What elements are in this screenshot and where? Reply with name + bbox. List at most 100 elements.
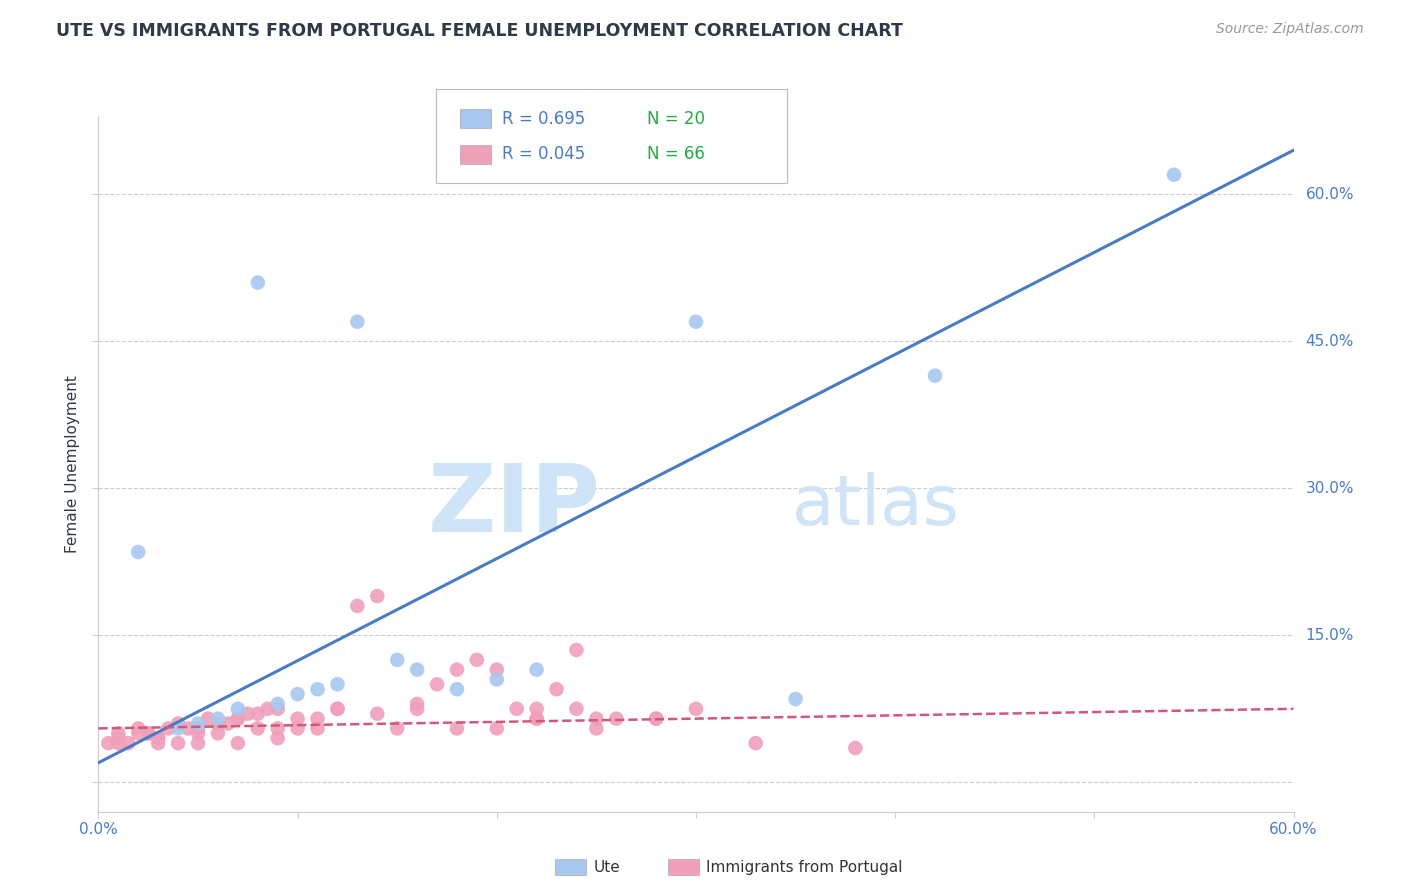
Point — [326, 702, 349, 716]
Point — [924, 368, 946, 383]
Point — [1163, 168, 1185, 182]
Point — [446, 682, 468, 697]
Text: 30.0%: 30.0% — [1305, 481, 1354, 496]
Point — [136, 726, 159, 740]
Point — [187, 736, 209, 750]
Point — [246, 276, 269, 290]
Point — [307, 722, 329, 736]
Point — [207, 716, 229, 731]
Point — [187, 716, 209, 731]
Point — [844, 741, 866, 756]
Point — [326, 677, 349, 691]
Point — [127, 726, 149, 740]
Point — [226, 712, 249, 726]
Point — [148, 736, 170, 750]
Point — [127, 722, 149, 736]
Point — [177, 722, 200, 736]
Point — [406, 697, 429, 711]
Point — [107, 736, 129, 750]
Text: 15.0%: 15.0% — [1305, 628, 1354, 643]
Text: R = 0.695: R = 0.695 — [502, 110, 585, 128]
Point — [645, 712, 668, 726]
Text: N = 66: N = 66 — [647, 145, 704, 163]
Point — [366, 589, 388, 603]
Text: R = 0.045: R = 0.045 — [502, 145, 585, 163]
Point — [565, 702, 588, 716]
Text: UTE VS IMMIGRANTS FROM PORTUGAL FEMALE UNEMPLOYMENT CORRELATION CHART: UTE VS IMMIGRANTS FROM PORTUGAL FEMALE U… — [56, 22, 903, 40]
Point — [326, 702, 349, 716]
Point — [107, 726, 129, 740]
Point — [565, 643, 588, 657]
Point — [148, 731, 170, 746]
Point — [107, 731, 129, 746]
Point — [506, 702, 529, 716]
Point — [226, 712, 249, 726]
Text: 60.0%: 60.0% — [1305, 186, 1354, 202]
Point — [526, 702, 548, 716]
Point — [246, 722, 269, 736]
Text: Immigrants from Portugal: Immigrants from Portugal — [706, 860, 903, 874]
Point — [307, 712, 329, 726]
Point — [406, 702, 429, 716]
Point — [217, 716, 239, 731]
Point — [207, 712, 229, 726]
Point — [366, 706, 388, 721]
Point — [256, 702, 278, 716]
Point — [485, 663, 508, 677]
Point — [785, 692, 807, 706]
Point — [167, 716, 190, 731]
Text: 45.0%: 45.0% — [1305, 334, 1354, 349]
Point — [446, 663, 468, 677]
Text: atlas: atlas — [792, 472, 959, 539]
Point — [526, 712, 548, 726]
Point — [136, 726, 159, 740]
Point — [307, 682, 329, 697]
Point — [385, 653, 409, 667]
Point — [685, 315, 707, 329]
Point — [287, 687, 309, 701]
Point — [207, 726, 229, 740]
Point — [187, 722, 209, 736]
Point — [157, 722, 180, 736]
Point — [426, 677, 449, 691]
Point — [465, 653, 488, 667]
Point — [745, 736, 768, 750]
Point — [526, 712, 548, 726]
Point — [645, 712, 668, 726]
Point — [346, 315, 368, 329]
Point — [226, 736, 249, 750]
Point — [246, 706, 269, 721]
Point — [117, 736, 139, 750]
Point — [526, 663, 548, 677]
Point — [585, 712, 607, 726]
Point — [236, 706, 259, 721]
Point — [267, 731, 290, 746]
Point — [127, 545, 149, 559]
Text: Source: ZipAtlas.com: Source: ZipAtlas.com — [1216, 22, 1364, 37]
Point — [187, 726, 209, 740]
Text: N = 20: N = 20 — [647, 110, 704, 128]
Point — [485, 722, 508, 736]
Point — [197, 712, 219, 726]
Point — [585, 722, 607, 736]
Point — [267, 697, 290, 711]
Point — [346, 599, 368, 613]
Point — [385, 722, 409, 736]
Point — [485, 673, 508, 687]
Point — [226, 702, 249, 716]
Point — [97, 736, 120, 750]
Point — [167, 736, 190, 750]
Y-axis label: Female Unemployment: Female Unemployment — [65, 375, 80, 553]
Point — [287, 722, 309, 736]
Text: ZIP: ZIP — [427, 459, 600, 551]
Point — [685, 702, 707, 716]
Point — [546, 682, 568, 697]
Point — [605, 712, 627, 726]
Point — [287, 712, 309, 726]
Point — [446, 722, 468, 736]
Point — [167, 722, 190, 736]
Point — [267, 722, 290, 736]
Text: Ute: Ute — [593, 860, 620, 874]
Point — [406, 663, 429, 677]
Point — [148, 731, 170, 746]
